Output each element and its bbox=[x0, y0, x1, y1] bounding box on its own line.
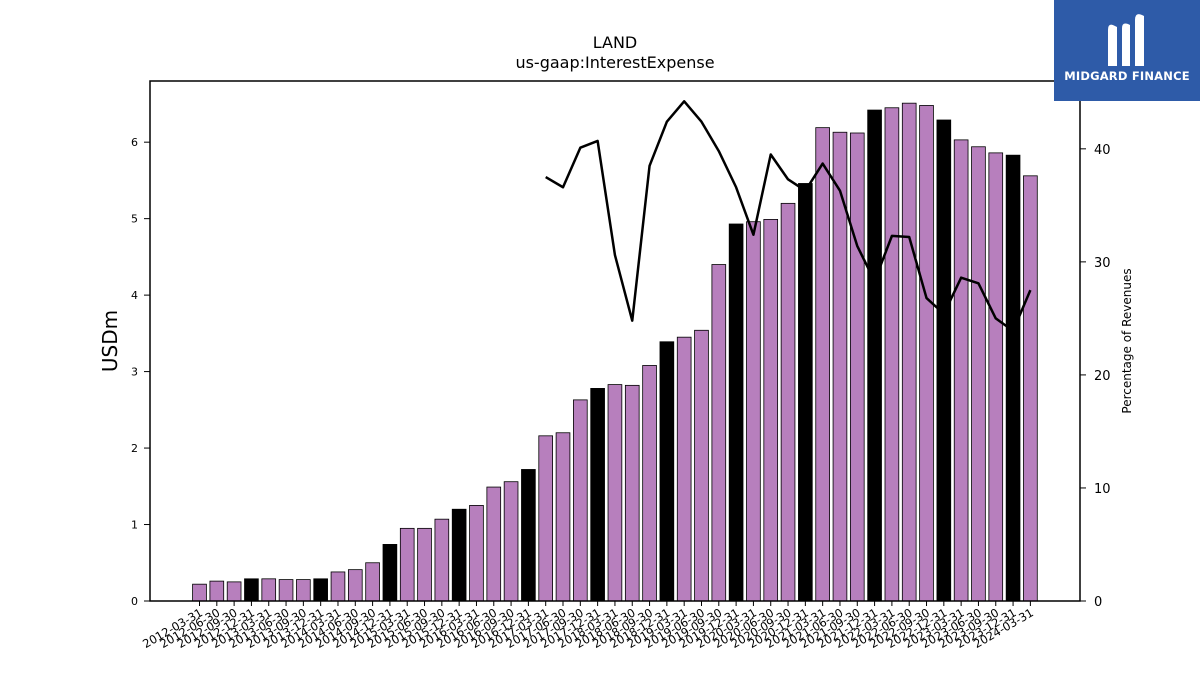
bar-2015-12-31 bbox=[451, 508, 467, 602]
bar-2012-12-31 bbox=[244, 578, 259, 602]
bar-2012-03-31 bbox=[192, 583, 207, 602]
bar-2023-03-31 bbox=[953, 139, 969, 602]
bar-2014-09-30 bbox=[365, 562, 380, 602]
bar-2022-03-31 bbox=[884, 107, 900, 602]
bar-2022-06-30 bbox=[901, 102, 917, 602]
bar-2012-06-30 bbox=[209, 580, 225, 602]
bar-2020-12-31 bbox=[798, 183, 813, 602]
bar-2019-06-30 bbox=[694, 329, 709, 602]
bar-2019-09-30 bbox=[711, 264, 727, 602]
chart-subtitle: us-gaap:InterestExpense bbox=[515, 53, 714, 72]
y-tick-label-5: 5 bbox=[131, 213, 138, 226]
bar-2015-09-30 bbox=[434, 518, 450, 602]
bar-2018-09-30 bbox=[642, 365, 657, 602]
bar-2014-03-31 bbox=[330, 571, 346, 602]
bar-2012-09-30 bbox=[226, 581, 242, 602]
bar-2022-09-30 bbox=[919, 105, 934, 602]
y-axis-left: 0 1 2 3 4 5 6 bbox=[131, 136, 150, 608]
bar-2022-12-31 bbox=[936, 119, 952, 602]
y2-tick-label-30: 30 bbox=[1094, 256, 1111, 271]
bar-2024-03-31 bbox=[1023, 175, 1038, 602]
bar-2013-09-30 bbox=[296, 579, 311, 602]
y-tick-label-0: 0 bbox=[131, 595, 138, 608]
y-axis-label: USDm bbox=[98, 310, 122, 372]
bar-2021-03-31 bbox=[815, 127, 830, 602]
bar-2020-06-30 bbox=[763, 219, 779, 602]
bar-2017-06-30 bbox=[555, 432, 571, 602]
bar-2016-03-31 bbox=[469, 505, 484, 602]
bar-2021-09-30 bbox=[849, 132, 865, 602]
y-tick-label-4: 4 bbox=[131, 289, 138, 302]
y-tick-label-1: 1 bbox=[131, 519, 138, 532]
bar-2015-03-31 bbox=[399, 527, 415, 602]
bar-2019-12-31 bbox=[728, 223, 744, 602]
logo: MIDGARD FINANCE bbox=[1054, 0, 1200, 101]
y2-tick-label-20: 20 bbox=[1094, 369, 1111, 384]
line-series bbox=[545, 100, 1032, 333]
y2-tick-label-0: 0 bbox=[1094, 595, 1102, 610]
y-tick-label-2: 2 bbox=[131, 442, 138, 455]
bar-2021-12-31 bbox=[867, 109, 882, 602]
midgard-logo-icon bbox=[1108, 14, 1144, 67]
bar-2020-09-30 bbox=[780, 202, 796, 602]
bar-2019-03-31 bbox=[676, 336, 692, 602]
y2-tick-label-40: 40 bbox=[1094, 143, 1111, 158]
bar-series bbox=[192, 102, 1038, 602]
y-tick-label-3: 3 bbox=[131, 366, 138, 379]
bar-2013-06-30 bbox=[278, 579, 294, 602]
bar-2013-03-31 bbox=[261, 578, 277, 602]
bar-2017-03-31 bbox=[538, 435, 553, 602]
bar-2023-12-31 bbox=[1005, 154, 1021, 602]
chart-title: LAND bbox=[593, 33, 638, 52]
y-tick-label-6: 6 bbox=[131, 136, 138, 149]
bar-2015-06-30 bbox=[417, 527, 432, 602]
bar-2023-06-30 bbox=[971, 146, 986, 602]
bar-2016-12-31 bbox=[521, 469, 536, 602]
bar-2013-12-31 bbox=[313, 578, 328, 602]
bar-2017-12-31 bbox=[590, 388, 605, 602]
bar-2016-06-30 bbox=[486, 486, 502, 602]
y2-tick-label-10: 10 bbox=[1094, 482, 1111, 497]
percentage-line bbox=[545, 100, 1032, 333]
logo-text: MIDGARD FINANCE bbox=[1064, 69, 1190, 83]
bar-2023-09-30 bbox=[988, 152, 1004, 602]
x-axis: 2012-03-312012-06-302012-09-302012-12-31… bbox=[140, 601, 1036, 651]
bar-2020-03-31 bbox=[746, 221, 761, 602]
bar-2014-06-30 bbox=[347, 569, 363, 602]
y2-axis-label: Percentage of Revenues bbox=[1120, 268, 1134, 413]
bar-2018-03-31 bbox=[607, 384, 623, 602]
bar-2017-09-30 bbox=[573, 399, 588, 602]
bar-2018-12-31 bbox=[659, 341, 675, 602]
bar-2018-06-30 bbox=[624, 384, 640, 602]
bar-2016-09-30 bbox=[503, 481, 519, 602]
bar-2014-12-31 bbox=[382, 544, 398, 602]
y-axis-right: 0 10 20 30 40 bbox=[1080, 143, 1111, 610]
